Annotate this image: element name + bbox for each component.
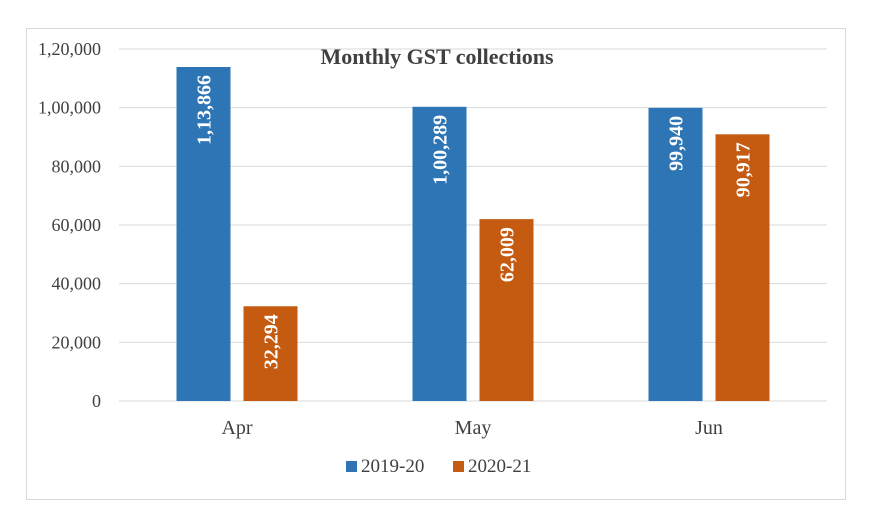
bar-2019-20-Jun [648,107,703,402]
y-tick-label: 80,000 [52,156,102,176]
bar-2020-21-Apr [243,306,298,401]
x-category-label: Apr [221,417,252,439]
data-label: 99,940 [666,116,688,171]
y-axis-tick-labels: 0 20,000 40,000 60,000 80,000 1,00,000 1,20,00… [38,39,101,411]
data-label: 1,13,866 [194,75,216,145]
legend: 2019-20 2020-21 [346,456,531,477]
chart-frame: 0 20,000 40,000 60,000 80,000 1,00,000 1,20,00… [26,28,846,500]
legend-label: 2020-21 [468,456,531,477]
legend-swatch [346,461,357,472]
bar-2019-20-Apr [176,66,231,401]
chart-title: Monthly GST collections [320,44,553,69]
legend-label: 2019-20 [361,456,424,477]
bar-2020-21-Jun [715,134,770,402]
bar-chart: 0 20,000 40,000 60,000 80,000 1,00,000 1,20,00… [38,39,827,477]
y-tick-label: 0 [92,391,101,411]
bars: 1,13,866 32,294 1,00,289 62,009 99,940 90,917 [176,66,770,402]
y-tick-label: 1,00,000 [38,98,101,118]
gridlines [119,48,827,343]
data-label: 62,009 [497,227,519,282]
bar-2019-20-May [412,106,467,401]
y-tick-label: 60,000 [52,215,102,235]
data-label: 32,294 [261,314,283,369]
data-label: 90,917 [733,142,755,197]
bar-2020-21-May [479,219,534,401]
y-tick-label: 40,000 [52,274,102,294]
x-category-label: May [455,417,492,439]
y-tick-label: 20,000 [52,332,102,352]
y-tick-label: 1,20,000 [38,39,101,59]
data-label: 1,00,289 [430,115,452,185]
x-axis-category-labels: Apr May Jun [221,417,722,439]
legend-swatch [453,461,464,472]
x-category-label: Jun [695,417,723,439]
